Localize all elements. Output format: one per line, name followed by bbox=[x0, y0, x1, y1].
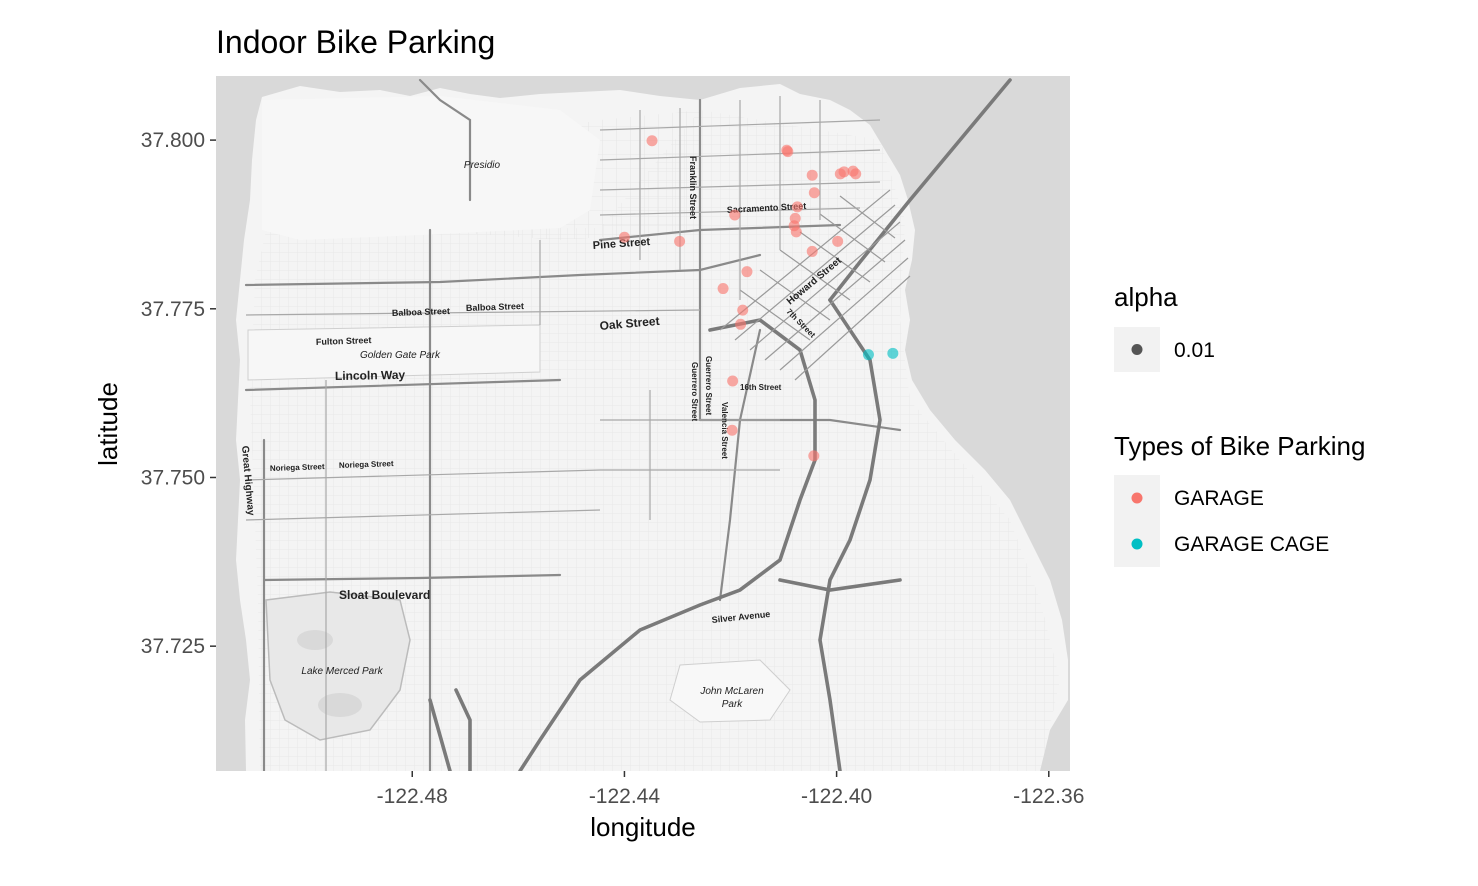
point-garage-22 bbox=[727, 375, 739, 387]
map-label-fulton-street: Fulton Street bbox=[316, 335, 372, 347]
x-tick-label-1: -122.44 bbox=[589, 785, 661, 808]
map-label-balboa-street-2: Balboa Street bbox=[466, 301, 524, 313]
legend-alpha-label: 0.01 bbox=[1174, 339, 1215, 362]
point-garage-24 bbox=[808, 450, 820, 462]
data-points bbox=[618, 135, 899, 462]
downtown-grid bbox=[719, 189, 911, 381]
point-garage-7 bbox=[850, 168, 862, 180]
map-label-noriega-street-1: Noriega Street bbox=[270, 462, 325, 473]
legend-label-garage-cage: GARAGE CAGE bbox=[1174, 533, 1329, 556]
point-garage-13 bbox=[790, 226, 802, 238]
map-label-presidio: Presidio bbox=[464, 160, 501, 171]
legend-types: Types of Bike Parking GARAGE GARAGE CAGE bbox=[1114, 431, 1365, 567]
x-tick-label-0: -122.48 bbox=[377, 785, 448, 808]
point-garage-2 bbox=[782, 146, 794, 158]
map-label-noriega-street-2: Noriega Street bbox=[339, 459, 394, 470]
map-label-valencia-street: Valencia Street bbox=[720, 402, 729, 459]
map-label-pine-street: Pine Street bbox=[592, 236, 650, 252]
mclaren-park bbox=[669, 659, 791, 723]
map-label-john-mclaren: John McLaren bbox=[699, 686, 764, 697]
north-grid bbox=[245, 96, 881, 771]
map-label-lake-merced-park: Lake Merced Park bbox=[301, 666, 383, 677]
map-label-guerrero-street-2: Guerrero Street bbox=[690, 362, 699, 421]
y-axis-title: latitude bbox=[93, 382, 123, 466]
map-label-sloat-boulevard: Sloat Boulevard bbox=[339, 588, 430, 602]
x-tick-label-3: -122.36 bbox=[1013, 785, 1084, 808]
map-label-guerrero-street-1: Guerrero Street bbox=[704, 356, 713, 415]
point-garage-17 bbox=[806, 245, 818, 257]
legend-types-title: Types of Bike Parking bbox=[1114, 431, 1365, 461]
street-grid bbox=[250, 110, 1060, 771]
map-label-oak-street: Oak Street bbox=[599, 314, 660, 333]
map-label-16th-street: 16th Street bbox=[740, 383, 782, 392]
map-label-balboa-street-1: Balboa Street bbox=[392, 306, 450, 318]
map-label-golden-gate-park: Golden Gate Park bbox=[360, 350, 441, 361]
y-tick-label-0: 37.725 bbox=[141, 635, 205, 658]
point-garage-11 bbox=[729, 209, 741, 221]
legend-key-garage-cage bbox=[1131, 538, 1143, 550]
point-garage-20 bbox=[737, 304, 749, 316]
map-label-sacramento-street: Sacramento Street bbox=[727, 201, 807, 215]
point-garage-16 bbox=[832, 235, 844, 247]
legend-label-garage: GARAGE bbox=[1174, 487, 1264, 510]
point-garage-21 bbox=[735, 318, 747, 330]
presidio bbox=[262, 96, 600, 240]
point-garage-23 bbox=[726, 424, 738, 436]
point-garage-19 bbox=[717, 283, 729, 295]
point-garage-cage-0 bbox=[862, 349, 874, 361]
point-garage-9 bbox=[791, 201, 803, 213]
map-label-franklin-street: Franklin Street bbox=[688, 156, 698, 219]
map-label-park: Park bbox=[722, 699, 744, 710]
lake-water-1 bbox=[297, 630, 333, 650]
chart-title: Indoor Bike Parking bbox=[216, 24, 495, 60]
y-tick-label-3: 37.800 bbox=[141, 129, 205, 152]
point-garage-5 bbox=[838, 166, 850, 178]
legend-alpha-key bbox=[1131, 344, 1143, 355]
legend-alpha: alpha 0.01 bbox=[1114, 282, 1215, 372]
golden-gate-park bbox=[247, 324, 541, 381]
legend-types-key-bg bbox=[1114, 475, 1160, 567]
point-garage-cage-1 bbox=[887, 347, 899, 359]
point-garage-3 bbox=[806, 169, 818, 181]
y-tick-label-1: 37.750 bbox=[141, 466, 205, 489]
freeways bbox=[428, 78, 1012, 771]
legend-alpha-title: alpha bbox=[1114, 282, 1178, 312]
y-axis: 37.725 37.750 37.775 37.800 bbox=[141, 129, 216, 658]
basemap: Presidio Franklin Street Sacramento Stre… bbox=[216, 76, 1070, 771]
point-garage-0 bbox=[646, 135, 658, 147]
lake-water-2 bbox=[318, 693, 362, 717]
map-label-lincoln-way: Lincoln Way bbox=[335, 368, 406, 383]
point-garage-18 bbox=[741, 266, 753, 278]
x-axis-title: longitude bbox=[590, 812, 696, 842]
lake-merced bbox=[265, 591, 411, 741]
legend-key-garage bbox=[1131, 492, 1143, 504]
x-tick-label-2: -122.40 bbox=[801, 785, 872, 808]
point-garage-14 bbox=[618, 231, 630, 243]
point-garage-15 bbox=[674, 235, 686, 247]
y-tick-label-2: 37.775 bbox=[141, 298, 205, 321]
x-axis: -122.48 -122.44 -122.40 -122.36 bbox=[377, 771, 1084, 808]
point-garage-8 bbox=[808, 187, 820, 199]
